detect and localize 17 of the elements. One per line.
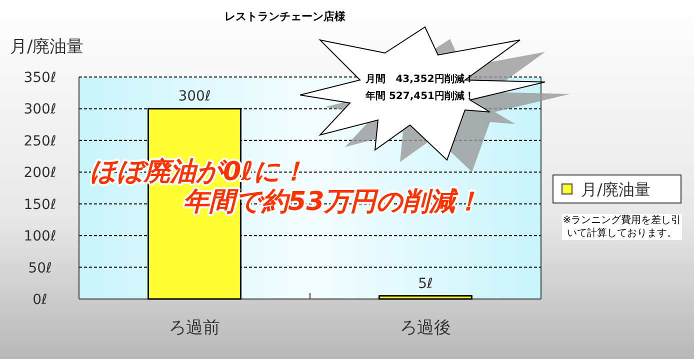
text: ※ランニング費用を差し引いて計算しております。 — [562, 214, 682, 240]
data-label: 5ℓ — [418, 276, 433, 292]
y-tick-label: 350ℓ — [24, 70, 56, 86]
y-tick-label: 50ℓ — [28, 260, 52, 276]
y-tick-label: 200ℓ — [24, 165, 56, 182]
x-tick-label: ろ過後 — [400, 318, 451, 338]
y-tick-label: 300ℓ — [24, 102, 56, 118]
y-tick-label: 150ℓ — [24, 196, 56, 213]
data-label: 300ℓ — [178, 88, 211, 105]
chart-title: レストランチェーン店様 — [224, 10, 346, 23]
y-axis-title: 月/廃油量 — [10, 37, 84, 57]
x-tick-label: ろ過前 — [169, 318, 220, 338]
annotation: 年間 527,451円削減！ — [364, 90, 475, 102]
y-tick-label: 250ℓ — [24, 133, 56, 150]
y-tick-label: 100ℓ — [24, 228, 56, 245]
text: 月/廃油量 — [581, 180, 650, 199]
y-tick-label: 0ℓ — [32, 292, 48, 308]
